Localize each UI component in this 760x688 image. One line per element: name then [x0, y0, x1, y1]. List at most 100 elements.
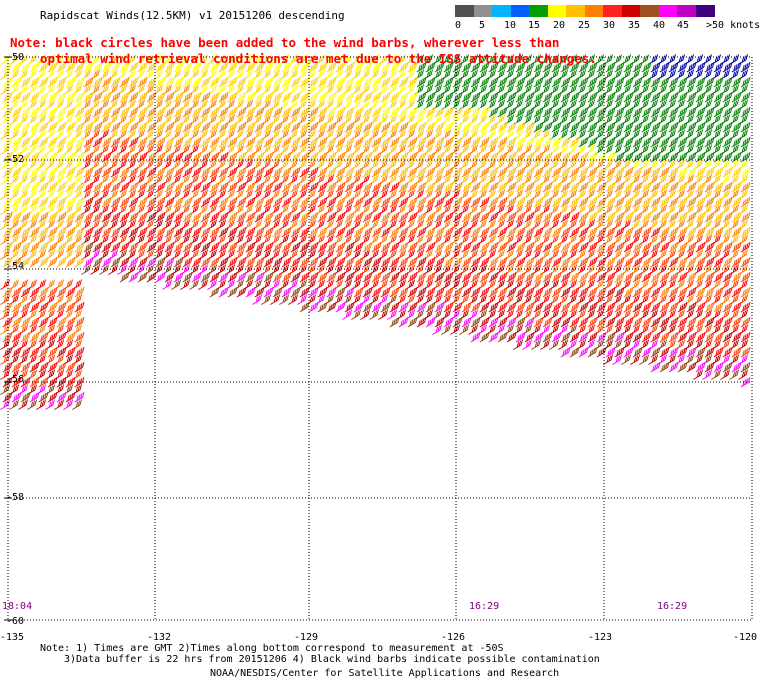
- wind-barb: [272, 256, 283, 268]
- wind-barb: [722, 241, 733, 253]
- wind-barb: [522, 249, 532, 260]
- wind-barb: [38, 361, 49, 373]
- wind-barb: [135, 69, 145, 80]
- wind-barb: [560, 76, 571, 88]
- wind-barb: [711, 114, 721, 125]
- wind-barb: [272, 271, 283, 283]
- wind-barb: [308, 91, 319, 103]
- wind-barb: [423, 249, 433, 260]
- wind-barb: [72, 114, 82, 125]
- wind-barb: [569, 241, 580, 253]
- wind-barb: [362, 286, 373, 298]
- wind-barb: [173, 271, 184, 283]
- wind-barb: [324, 114, 334, 125]
- wind-barb: [639, 354, 649, 365]
- wind-barb: [299, 121, 310, 133]
- wind-barb: [731, 331, 742, 343]
- wind-barb: [569, 211, 580, 223]
- wind-barb: [153, 84, 163, 95]
- wind-barb: [722, 76, 733, 88]
- wind-barb: [254, 61, 265, 73]
- wind-barb: [407, 136, 418, 148]
- wind-barb: [54, 294, 64, 305]
- wind-barb: [155, 181, 166, 193]
- wind-barb: [630, 219, 640, 230]
- wind-barb: [155, 61, 166, 73]
- wind-barb: [504, 279, 514, 290]
- wind-barb: [153, 69, 163, 80]
- wind-barb: [657, 234, 667, 245]
- wind-barb: [81, 249, 91, 260]
- wind-barb: [531, 294, 541, 305]
- wind-barb: [38, 301, 49, 313]
- wind-barb: [614, 151, 625, 163]
- wind-barb: [540, 174, 550, 185]
- wind-barb: [335, 256, 346, 268]
- wind-barb: [540, 204, 550, 215]
- wind-barb: [135, 234, 145, 245]
- wind-barb: [740, 376, 751, 388]
- wind-barb: [290, 241, 301, 253]
- wind-barb: [731, 271, 742, 283]
- wind-barb: [461, 211, 472, 223]
- wind-barb: [162, 204, 172, 215]
- wind-barb: [317, 151, 328, 163]
- wind-barb: [398, 61, 409, 73]
- wind-barb: [263, 76, 274, 88]
- wind-barb: [398, 181, 409, 193]
- legend-swatch: [566, 5, 585, 17]
- wind-barb: [443, 226, 454, 238]
- wind-barb: [578, 76, 589, 88]
- wind-barb: [209, 121, 220, 133]
- wind-barb: [362, 211, 373, 223]
- wind-barb: [558, 339, 568, 350]
- wind-barb: [216, 84, 226, 95]
- wind-barb: [126, 174, 136, 185]
- wind-barb: [18, 384, 28, 395]
- wind-barb: [695, 166, 706, 178]
- wind-barb: [227, 226, 238, 238]
- wind-barb: [344, 181, 355, 193]
- wind-barb: [180, 279, 190, 290]
- wind-barb: [315, 219, 325, 230]
- wind-barb: [162, 69, 172, 80]
- wind-barb: [2, 76, 13, 88]
- wind-barb: [200, 271, 211, 283]
- wind-barb: [126, 99, 136, 110]
- lat-label-58: -58: [6, 492, 25, 503]
- wind-barb: [540, 69, 550, 80]
- wind-barb: [398, 121, 409, 133]
- wind-barb: [729, 114, 739, 125]
- wind-barb: [452, 61, 463, 73]
- wind-barb: [2, 301, 13, 313]
- wind-barb: [0, 294, 10, 305]
- wind-barb: [488, 136, 499, 148]
- wind-barb: [441, 324, 451, 335]
- wind-barb: [218, 211, 229, 223]
- wind-barb: [542, 136, 553, 148]
- wind-barb: [668, 196, 679, 208]
- wind-barb: [279, 189, 289, 200]
- wind-barb: [738, 69, 748, 80]
- wind-barb: [252, 204, 262, 215]
- wind-barb: [155, 256, 166, 268]
- wind-barb: [38, 376, 49, 388]
- wind-barb: [522, 129, 532, 140]
- wind-barb: [182, 151, 193, 163]
- wind-barb: [396, 189, 406, 200]
- wind-barb: [540, 84, 550, 95]
- wind-barb: [63, 204, 73, 215]
- wind-barb: [90, 204, 100, 215]
- wind-barb: [279, 264, 289, 275]
- wind-barb: [650, 226, 661, 238]
- wind-barb: [306, 114, 316, 125]
- wind-barb: [63, 234, 73, 245]
- wind-barb: [45, 369, 55, 380]
- wind-barb: [153, 144, 163, 155]
- wind-barb: [720, 249, 730, 260]
- wind-barb: [108, 204, 118, 215]
- wind-barb: [488, 271, 499, 283]
- wind-barb: [686, 286, 697, 298]
- wind-barb: [675, 324, 685, 335]
- wind-barb: [704, 331, 715, 343]
